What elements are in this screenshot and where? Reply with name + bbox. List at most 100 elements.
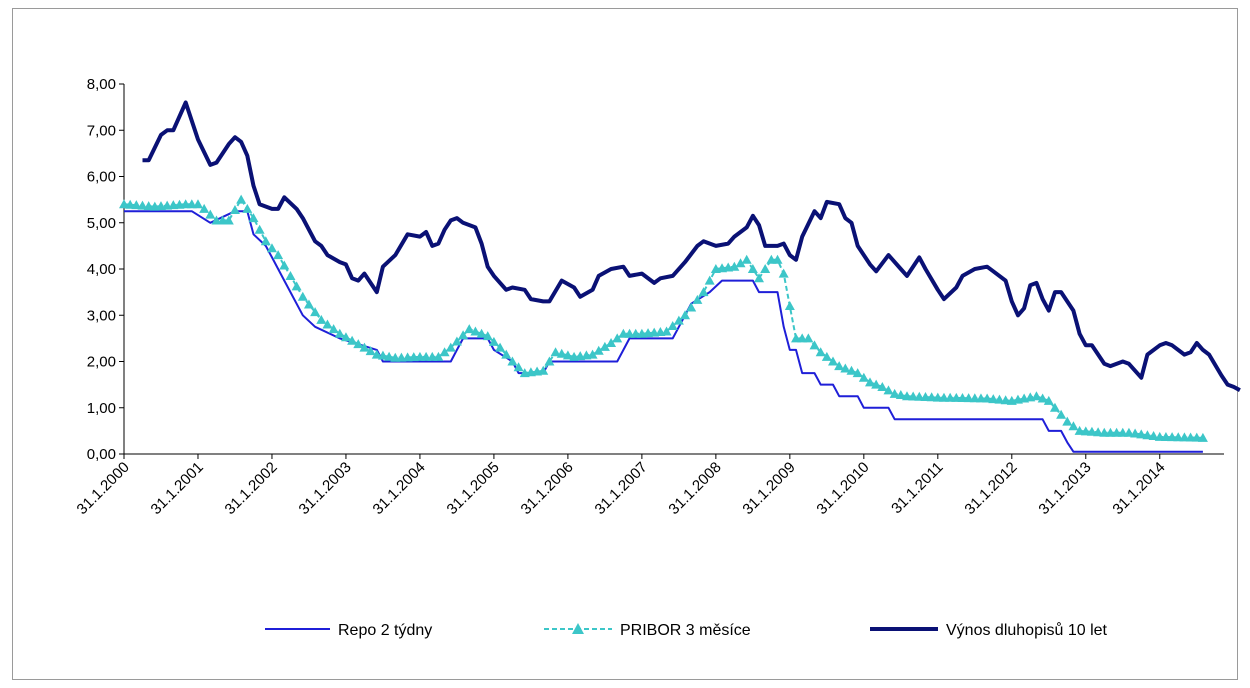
triangle-marker — [982, 393, 993, 403]
legend-marker — [572, 623, 584, 634]
triangle-marker — [205, 209, 216, 219]
triangle-marker — [840, 363, 851, 373]
triangle-marker — [1130, 428, 1141, 438]
triangle-marker — [686, 302, 697, 312]
triangle-marker — [1080, 426, 1091, 436]
triangle-marker — [248, 213, 259, 223]
triangle-marker — [303, 299, 314, 309]
triangle-marker — [279, 260, 290, 270]
x-tick-label: 31.1.2007 — [591, 459, 650, 518]
y-tick-label: 0,00 — [87, 446, 116, 463]
triangle-marker — [1056, 409, 1067, 419]
triangle-marker — [445, 342, 456, 352]
triangle-marker — [223, 215, 234, 225]
triangle-marker — [784, 301, 795, 310]
triangle-marker — [199, 203, 210, 213]
triangle-marker — [747, 264, 758, 273]
x-tick-label: 31.1.2003 — [296, 459, 355, 518]
triangle-marker — [297, 291, 308, 301]
triangle-marker — [501, 349, 512, 359]
triangle-marker — [994, 394, 1005, 404]
triangle-marker — [772, 254, 783, 264]
triangle-marker — [778, 268, 789, 278]
triangle-marker — [464, 324, 475, 334]
triangle-marker — [125, 199, 136, 209]
triangle-marker — [131, 200, 142, 210]
triangle-marker — [562, 350, 573, 360]
triangle-marker — [458, 330, 469, 340]
triangle-marker — [192, 199, 203, 209]
triangle-marker — [1136, 429, 1147, 439]
triangle-marker — [273, 250, 284, 260]
triangle-marker — [1074, 425, 1085, 435]
triangle-marker — [1031, 391, 1042, 401]
triangle-marker — [488, 336, 499, 346]
series-layer — [119, 100, 1241, 453]
triangle-marker — [889, 388, 900, 398]
y-tick-label: 5,00 — [87, 215, 116, 232]
triangle-marker — [236, 194, 247, 204]
triangle-marker — [883, 385, 894, 395]
y-tick-label: 8,00 — [87, 76, 116, 93]
triangle-marker — [815, 347, 826, 357]
triangle-marker — [119, 199, 129, 209]
triangle-marker — [285, 270, 296, 280]
triangle-marker — [353, 339, 364, 349]
triangle-marker — [729, 261, 740, 271]
x-tick-label: 31.1.2014 — [1109, 459, 1168, 518]
y-tick-label: 1,00 — [87, 400, 116, 417]
triangle-marker — [599, 341, 610, 351]
triangle-marker — [834, 361, 845, 371]
series-markers-2 — [119, 194, 1208, 442]
triangle-marker — [254, 224, 265, 234]
triangle-marker — [365, 346, 376, 356]
triangle-marker — [1142, 430, 1153, 440]
triangle-marker — [322, 319, 333, 329]
x-tick-label: 31.1.2002 — [222, 459, 281, 518]
triangle-marker — [476, 328, 487, 338]
x-tick-label: 31.1.2011 — [888, 459, 946, 517]
triangle-marker — [291, 281, 302, 291]
x-tick-label: 31.1.2012 — [961, 459, 1020, 518]
triangle-marker — [538, 365, 549, 375]
triangle-marker — [433, 351, 444, 361]
triangle-marker — [266, 243, 277, 253]
y-tick-label: 2,00 — [87, 354, 116, 371]
triangle-marker — [371, 349, 382, 359]
triangle-marker — [698, 287, 709, 297]
legend-label-3: Výnos dluhopisů 10 let — [946, 621, 1108, 639]
x-tick-label: 31.1.2013 — [1035, 459, 1094, 518]
triangle-marker — [1000, 395, 1011, 405]
triangle-marker — [377, 350, 388, 360]
triangle-marker — [821, 351, 832, 361]
triangle-marker — [1062, 416, 1073, 426]
triangle-marker — [1123, 427, 1134, 437]
chart-frame — [12, 8, 1238, 680]
x-tick-label: 31.1.2005 — [444, 459, 503, 518]
triangle-marker — [901, 391, 912, 401]
triangle-marker — [359, 342, 370, 352]
y-tick-label: 6,00 — [87, 169, 116, 186]
triangle-marker — [260, 236, 271, 246]
triangle-marker — [1197, 432, 1208, 442]
triangle-marker — [1086, 426, 1097, 436]
triangle-marker — [470, 326, 481, 336]
triangle-marker — [920, 392, 931, 402]
legend-label-1: Repo 2 týdny — [338, 622, 432, 639]
triangle-marker — [334, 328, 345, 338]
x-tick-label: 31.1.2008 — [665, 459, 724, 518]
triangle-marker — [1148, 431, 1159, 441]
triangle-marker — [513, 362, 524, 372]
triangle-marker — [858, 372, 869, 382]
triangle-marker — [384, 351, 395, 361]
triangle-marker — [988, 394, 999, 404]
x-tick-label: 31.1.2004 — [370, 459, 429, 518]
triangle-marker — [828, 356, 839, 366]
x-tick-label: 31.1.2001 — [148, 459, 207, 518]
triangle-marker — [1037, 393, 1048, 403]
y-tick-label: 4,00 — [87, 261, 116, 278]
triangle-marker — [606, 338, 617, 347]
x-tick-label: 31.1.2010 — [813, 459, 872, 518]
triangle-marker — [735, 258, 746, 268]
triangle-marker — [340, 332, 351, 342]
